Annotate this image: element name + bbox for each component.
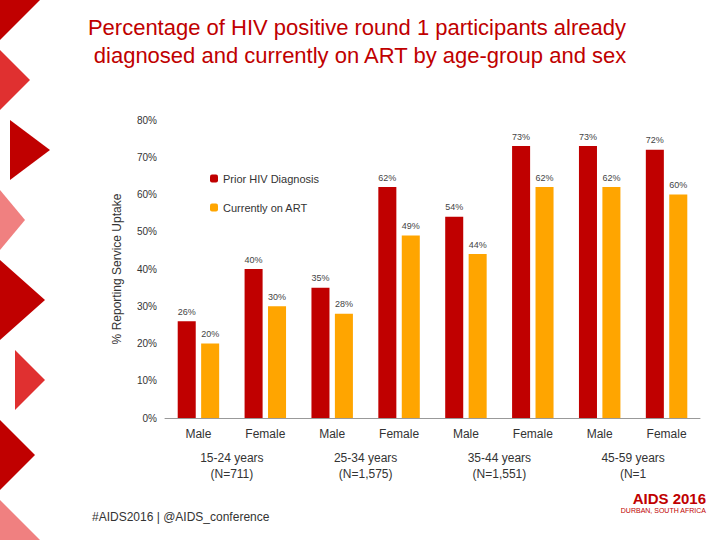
svg-text:62%: 62% — [378, 173, 396, 183]
svg-text:44%: 44% — [469, 240, 487, 250]
svg-text:60%: 60% — [137, 189, 157, 200]
svg-text:Male: Male — [587, 427, 613, 441]
svg-text:25-34 years: 25-34 years — [334, 451, 397, 465]
svg-text:Percentage of HIV positive rou: Percentage of HIV positive round 1 parti… — [88, 15, 632, 40]
svg-text:50%: 50% — [137, 226, 157, 237]
svg-text:45-59 years: 45-59 years — [601, 451, 664, 465]
svg-text:40%: 40% — [137, 264, 157, 275]
svg-text:60%: 60% — [669, 180, 687, 190]
svg-text:Female: Female — [379, 427, 419, 441]
svg-text:Prior HIV Diagnosis: Prior HIV Diagnosis — [223, 173, 319, 185]
svg-text:28%: 28% — [335, 299, 353, 309]
svg-text:Male: Male — [185, 427, 211, 441]
svg-text:Female: Female — [647, 427, 687, 441]
svg-text:Female: Female — [513, 427, 553, 441]
svg-text:Currently on ART: Currently on ART — [223, 202, 307, 214]
svg-text:20%: 20% — [137, 338, 157, 349]
svg-text:70%: 70% — [137, 152, 157, 163]
svg-text:62%: 62% — [602, 173, 620, 183]
svg-text:30%: 30% — [137, 301, 157, 312]
svg-text:(N=1,575): (N=1,575) — [339, 467, 393, 481]
svg-text:35%: 35% — [311, 273, 329, 283]
svg-text:0%: 0% — [143, 413, 158, 424]
svg-text:(N=711): (N=711) — [210, 467, 253, 481]
svg-text:35-44 years: 35-44 years — [468, 451, 531, 465]
svg-text:73%: 73% — [579, 132, 597, 142]
svg-text:Male: Male — [453, 427, 479, 441]
svg-text:10%: 10% — [137, 375, 157, 386]
svg-text:% Reporting Service Uptake: % Reporting Service Uptake — [110, 193, 124, 344]
svg-text:Female: Female — [245, 427, 285, 441]
svg-text:diagnosed and currently on ART: diagnosed and currently on ART by age-gr… — [94, 43, 626, 68]
svg-text:(N=1: (N=1 — [620, 467, 647, 481]
svg-text:20%: 20% — [201, 329, 219, 339]
svg-text:54%: 54% — [445, 202, 463, 212]
html-text:AIDS 2016: AIDS 2016 — [632, 490, 706, 507]
svg-text:15-24 years: 15-24 years — [200, 451, 263, 465]
svg-text:30%: 30% — [268, 292, 286, 302]
svg-text:73%: 73% — [512, 132, 530, 142]
svg-text:49%: 49% — [402, 221, 420, 231]
svg-text:62%: 62% — [536, 173, 554, 183]
svg-text:26%: 26% — [178, 307, 196, 317]
svg-text:40%: 40% — [245, 255, 263, 265]
svg-text:80%: 80% — [137, 115, 157, 126]
html-text:DURBAN, SOUTH AFRICA: DURBAN, SOUTH AFRICA — [620, 507, 706, 514]
svg-text:72%: 72% — [646, 135, 664, 145]
svg-text:Male: Male — [319, 427, 345, 441]
svg-text:(N=1,551): (N=1,551) — [473, 467, 527, 481]
html-text:#AIDS2016 | @AIDS_conference: #AIDS2016 | @AIDS_conference — [92, 510, 270, 524]
